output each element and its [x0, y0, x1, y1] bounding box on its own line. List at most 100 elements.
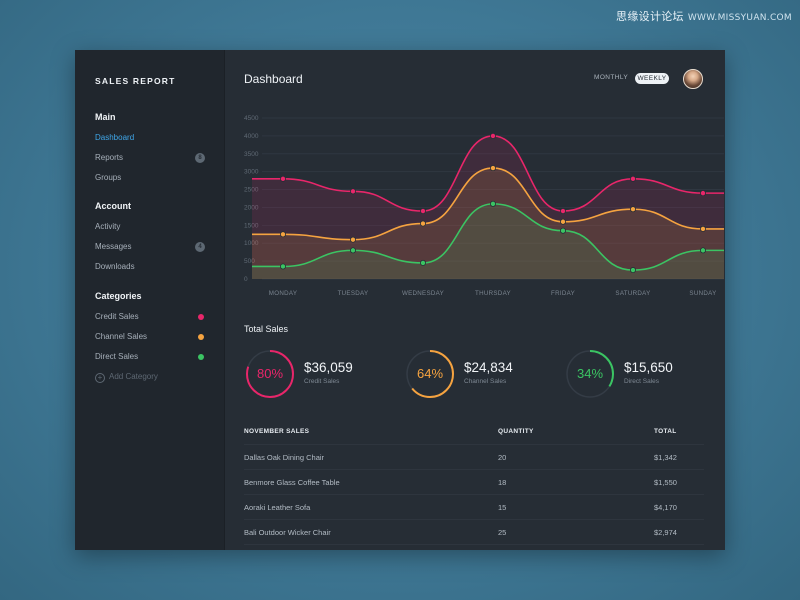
channel-sales-ring [406, 350, 454, 398]
table-cell-total: $2,974 [654, 528, 677, 537]
ring-progress [246, 350, 294, 398]
table-cell-total: $1,550 [654, 478, 677, 487]
y-tick-label: 3000 [244, 169, 259, 176]
stat-label: Channel Sales [464, 378, 507, 385]
sidebar-item-dashboard[interactable]: Dashboard [95, 131, 205, 145]
sidebar-item-channel-sales[interactable]: Channel Sales [95, 330, 205, 344]
total-sales-title: Total Sales [244, 324, 289, 334]
y-tick-label: 4500 [244, 115, 259, 122]
table-cell-product: Dallas Oak Dining Chair [244, 453, 325, 462]
app-title: SALES REPORT [95, 76, 176, 86]
data-point [559, 227, 566, 234]
column-header-quantity: QUANTITY [498, 428, 534, 435]
data-point [350, 247, 357, 254]
data-point [629, 267, 636, 274]
avatar[interactable] [683, 69, 703, 89]
data-point [419, 220, 426, 227]
stat-credit-sales: 80% $36,059 Credit Sales [244, 348, 404, 402]
table-cell-total: $4,170 [654, 503, 677, 512]
data-point [280, 231, 287, 238]
table-cell-quantity: 20 [498, 453, 507, 462]
table-cell-quantity: 18 [498, 478, 507, 487]
category-color-dot [198, 354, 204, 360]
y-tick-label: 2000 [244, 204, 259, 211]
stat-value: $36,059 [304, 360, 353, 375]
main-content: Dashboard MONTHLY WEEKLY 0 500 1000 1500 200… [225, 50, 725, 550]
stat-percent: 34% [576, 366, 604, 381]
data-point [489, 200, 496, 207]
category-color-dot [198, 314, 204, 320]
watermark-url: WWW.MISSYUAN.COM [687, 13, 792, 23]
x-tick-label: THURSDAY [475, 290, 511, 297]
watermark-text: 思缘设计论坛 [616, 10, 684, 23]
x-tick-label: MONDAY [269, 290, 298, 297]
data-point [699, 225, 706, 232]
sidebar-item-groups[interactable]: Groups [95, 171, 205, 185]
sidebar-item-messages[interactable]: Messages 4 [95, 240, 205, 254]
sidebar-item-label: Groups [95, 173, 122, 182]
add-category-button[interactable]: + Add Category [95, 370, 205, 384]
nav-section-account: Account [95, 201, 131, 211]
stat-label: Credit Sales [304, 378, 340, 385]
data-point [629, 175, 636, 182]
category-color-dot [198, 334, 204, 340]
stat-direct-sales: 34% $15,650 Direct Sales [564, 348, 724, 402]
table-cell-product: Aoraki Leather Sofa [244, 503, 311, 512]
sidebar: SALES REPORT Main Dashboard Reports 8 Gro… [75, 50, 225, 550]
toggle-monthly[interactable]: MONTHLY [594, 74, 629, 81]
ring-progress [566, 350, 614, 398]
table-cell-product: Bali Outdoor Wicker Chair [244, 528, 331, 537]
sidebar-item-activity[interactable]: Activity [95, 220, 205, 234]
sidebar-item-label: Activity [95, 222, 121, 231]
stat-label: Direct Sales [624, 378, 660, 385]
sidebar-item-label: Credit Sales [95, 312, 139, 321]
y-tick-label: 1500 [244, 222, 259, 229]
x-tick-label: WEDNESDAY [402, 290, 444, 297]
stat-value: $24,834 [464, 360, 513, 375]
x-tick-label: TUESDAY [338, 290, 369, 297]
page-title: Dashboard [244, 72, 303, 86]
reports-count-badge: 8 [195, 153, 205, 163]
data-point [350, 188, 357, 195]
column-header-total: TOTAL [654, 428, 677, 435]
plus-icon: + [95, 373, 105, 383]
x-tick-label: SATURDAY [615, 290, 650, 297]
watermark: 思缘设计论坛 WWW.MISSYUAN.COM [616, 8, 792, 24]
nav-section-main: Main [95, 112, 116, 122]
messages-count-badge: 4 [195, 242, 205, 252]
data-point [699, 190, 706, 197]
toggle-weekly[interactable]: WEEKLY [635, 73, 669, 84]
divider [244, 469, 704, 470]
data-point [559, 218, 566, 225]
y-tick-label: 2500 [244, 187, 259, 194]
sidebar-item-label: Dashboard [95, 133, 135, 142]
table-cell-quantity: 25 [498, 528, 507, 537]
column-header-product: NOVEMBER SALES [244, 428, 310, 435]
sidebar-item-direct-sales[interactable]: Direct Sales [95, 350, 205, 364]
divider [244, 519, 704, 520]
direct-sales-ring [566, 350, 614, 398]
sidebar-item-downloads[interactable]: Downloads [95, 260, 205, 274]
data-point [489, 165, 496, 172]
nav-section-categories: Categories [95, 291, 142, 301]
data-point [419, 208, 426, 215]
data-point [350, 236, 357, 243]
data-point [559, 208, 566, 215]
add-category-label: Add Category [109, 372, 158, 381]
data-point [699, 247, 706, 254]
divider [244, 444, 704, 445]
area-credit-sales [252, 135, 724, 279]
dashboard-window: SALES REPORT Main Dashboard Reports 8 Gro… [75, 50, 725, 550]
y-tick-label: 0 [244, 276, 248, 283]
data-point [280, 175, 287, 182]
x-tick-label: SUNDAY [689, 290, 716, 297]
stat-value: $15,650 [624, 360, 673, 375]
sidebar-item-label: Channel Sales [95, 332, 148, 341]
sidebar-item-credit-sales[interactable]: Credit Sales [95, 310, 205, 324]
sidebar-item-label: Reports [95, 153, 124, 162]
table-cell-product: Benmore Glass Coffee Table [244, 478, 340, 487]
divider [244, 494, 704, 495]
stat-percent: 80% [256, 366, 284, 381]
table-cell-total: $1,342 [654, 453, 677, 462]
sidebar-item-reports[interactable]: Reports 8 [95, 151, 205, 165]
